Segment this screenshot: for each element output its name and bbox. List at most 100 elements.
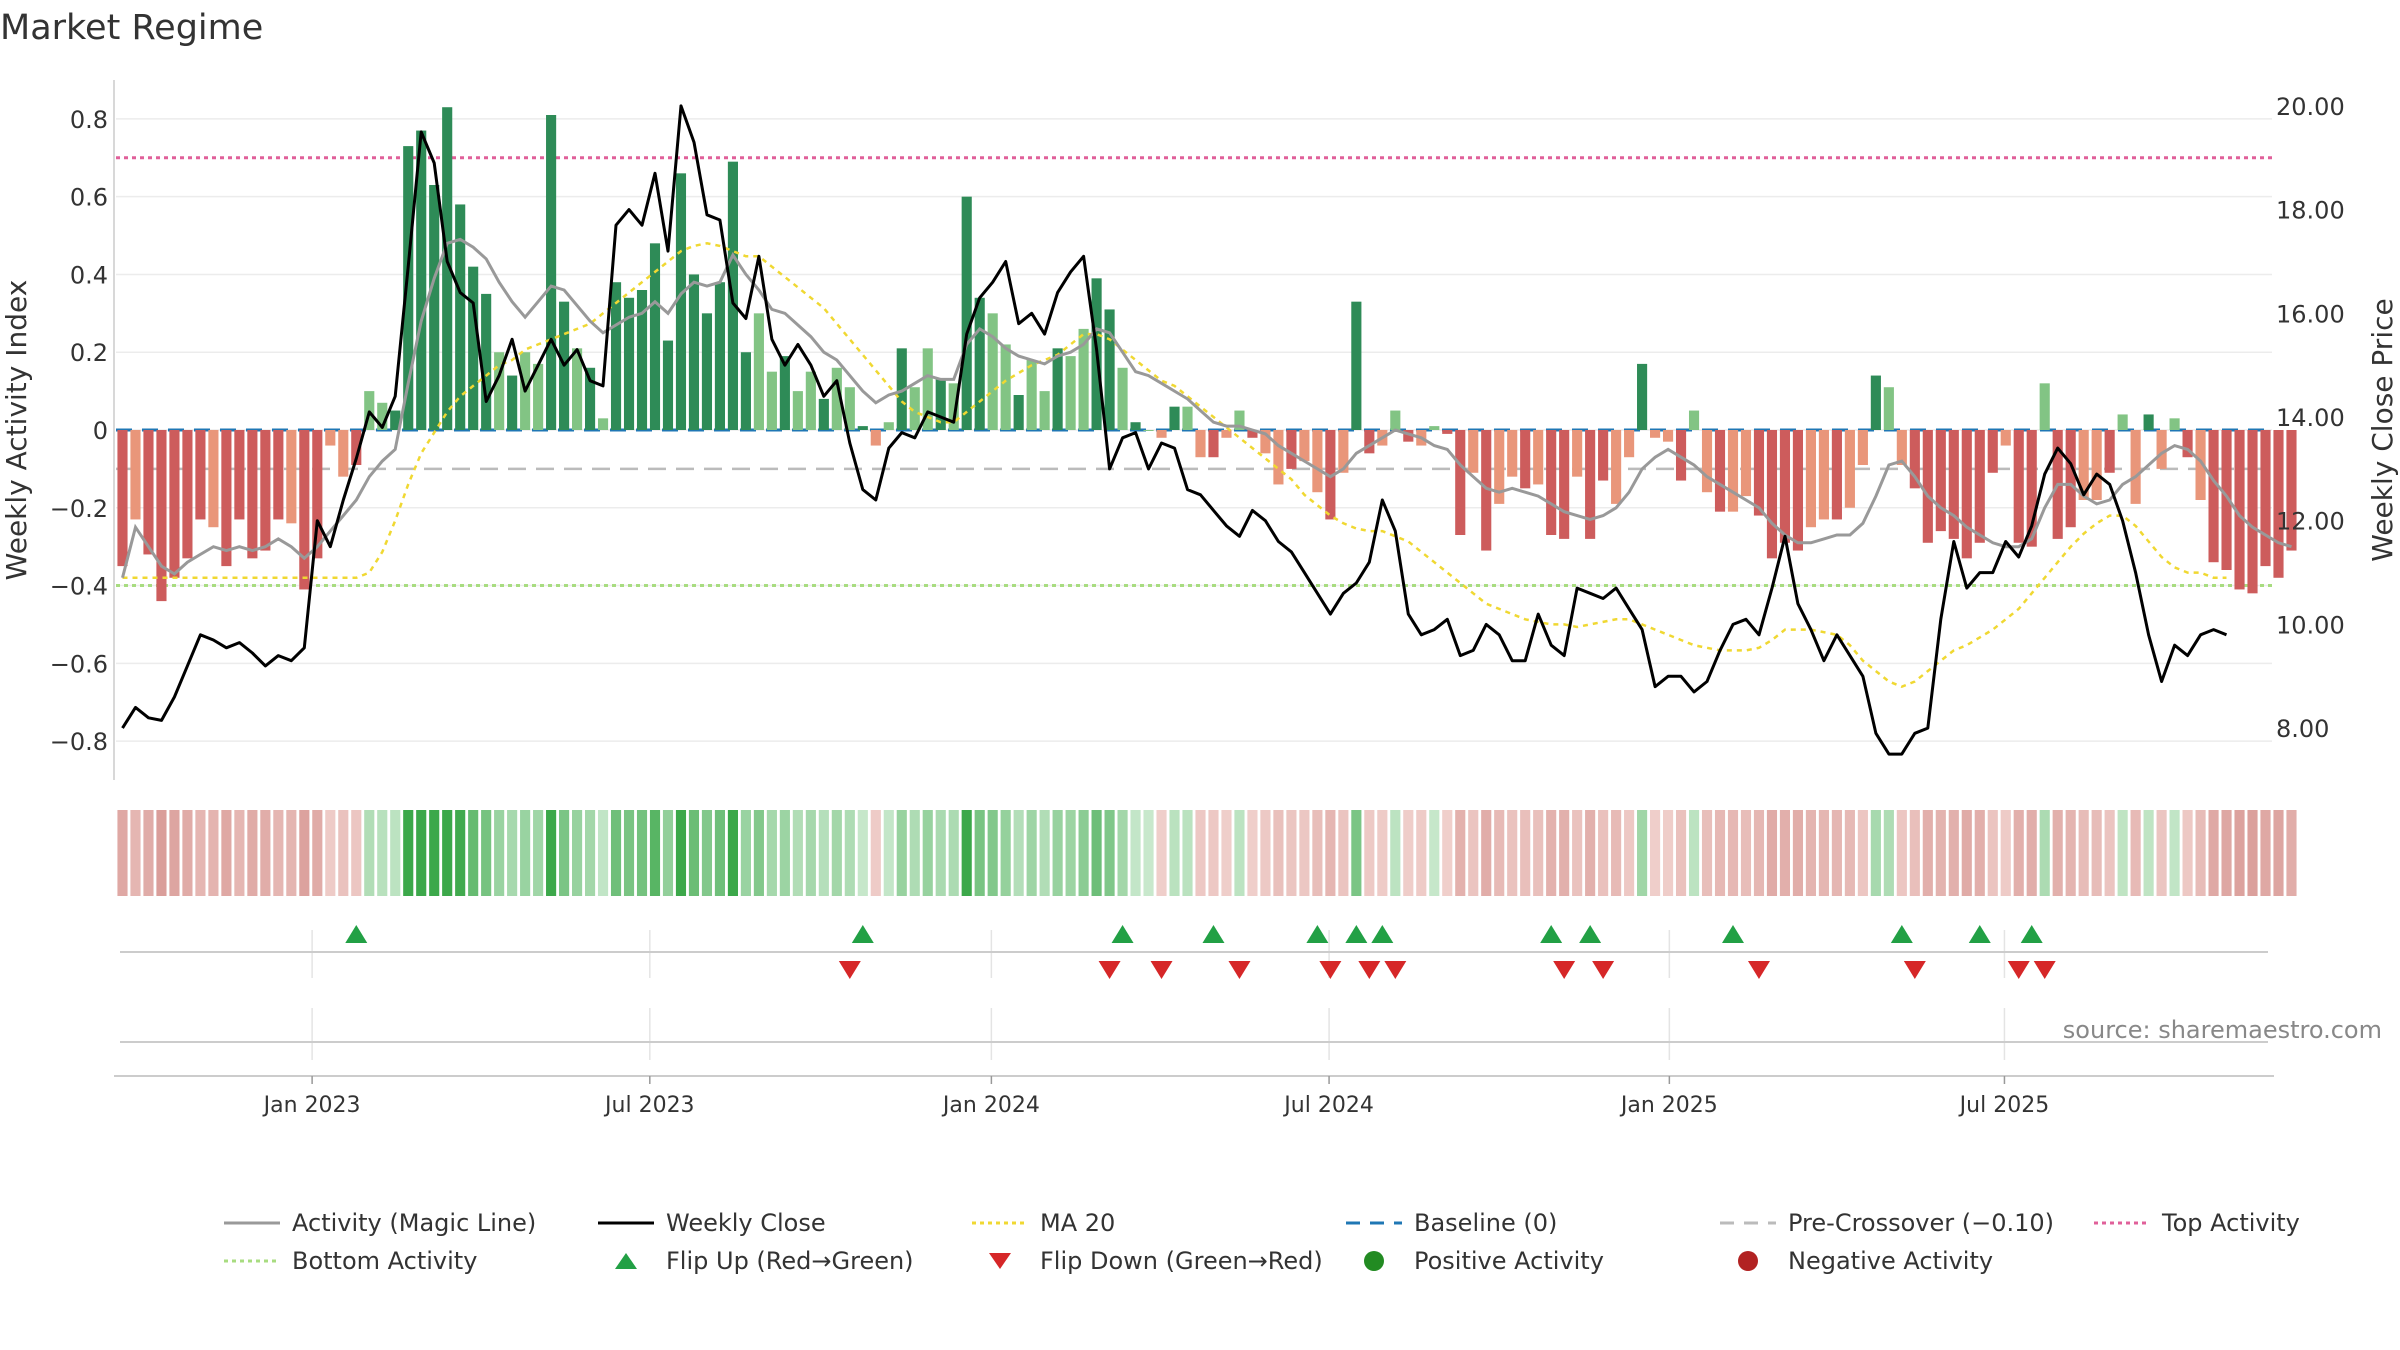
activity-bar — [597, 418, 609, 430]
activity-bar — [1169, 406, 1180, 430]
heat-cell — [416, 810, 427, 896]
legend-item: Negative Activity — [1716, 1242, 1993, 1280]
heat-cell — [1429, 810, 1440, 896]
activity-bar — [1779, 430, 1791, 543]
heat-cell — [1481, 810, 1492, 896]
heat-cell — [1494, 810, 1505, 896]
legend-label: Weekly Close — [666, 1209, 826, 1237]
heat-cell — [2286, 810, 2297, 896]
y-tick-label: −0.4 — [50, 573, 108, 601]
activity-bar — [1624, 430, 1635, 458]
legend-swatch — [2094, 1221, 2150, 1225]
heat-cell — [1325, 810, 1336, 896]
heat-cell — [234, 810, 245, 896]
activity-bar — [1792, 430, 1804, 551]
activity-bar — [442, 107, 453, 430]
activity-bar — [143, 430, 154, 555]
flip-up-marker — [1306, 925, 1329, 943]
heat-cell — [169, 810, 180, 896]
heat-cell — [1039, 810, 1050, 896]
flip-up-marker — [851, 925, 874, 943]
activity-bar — [1870, 375, 1881, 430]
heat-cell — [1312, 810, 1323, 896]
heat-cell — [2234, 810, 2245, 896]
activity-bar — [1701, 430, 1713, 493]
heat-cell — [1156, 810, 1167, 896]
activity-bar — [948, 383, 959, 430]
activity-bar — [1494, 430, 1505, 504]
heat-cell — [260, 810, 271, 896]
activity-bar — [2247, 430, 2258, 594]
activity-bar — [1559, 430, 1570, 539]
heat-cell — [1195, 810, 1206, 896]
legend-swatch — [224, 1259, 280, 1263]
activity-heat-strip — [117, 810, 2297, 896]
heat-cell — [546, 810, 557, 896]
heat-cell — [896, 810, 907, 896]
series-lines — [121, 104, 2292, 756]
heat-cell — [533, 810, 544, 896]
activity-bar — [2078, 430, 2089, 500]
activity-bar — [1286, 430, 1297, 469]
activity-bar — [494, 352, 505, 430]
heat-cell — [481, 810, 492, 896]
y2-tick-label: 12.00 — [2276, 508, 2345, 536]
heat-cell — [961, 810, 972, 896]
activity-bar — [1208, 430, 1219, 458]
heat-cell — [1000, 810, 1011, 896]
activity-bar — [857, 426, 868, 430]
legend-label: Activity (Magic Line) — [292, 1209, 537, 1237]
activity-bar — [1143, 430, 1154, 431]
activity-bar — [260, 430, 271, 551]
heat-cell — [130, 810, 141, 896]
activity-bar — [234, 430, 245, 520]
heat-cell — [2143, 810, 2154, 896]
activity-bar — [169, 430, 180, 578]
activity-bar — [338, 430, 349, 477]
heat-cell — [623, 810, 635, 896]
activity-bar — [1104, 309, 1115, 430]
heat-cell — [1948, 810, 1959, 896]
legend-swatch — [1346, 1221, 1402, 1225]
heat-cell — [1442, 810, 1453, 896]
heat-cell — [883, 810, 894, 896]
heat-cell — [1507, 810, 1518, 896]
activity-bar — [1338, 430, 1349, 473]
activity-bar — [1000, 344, 1011, 430]
activity-bar — [221, 430, 232, 567]
heat-cell — [299, 810, 310, 896]
activity-bar — [1247, 430, 1258, 438]
activity-bar — [403, 146, 414, 430]
flip-up-marker — [1202, 925, 1225, 943]
heat-cell — [208, 810, 219, 896]
heat-cell — [1390, 810, 1401, 896]
activity-bar — [1650, 430, 1661, 438]
heat-cell — [1883, 810, 1894, 896]
flip-down-marker — [2033, 961, 2056, 979]
heat-cell — [1740, 810, 1752, 896]
y2-axis-label: Weekly Close Price — [2366, 298, 2399, 561]
heat-cell — [948, 810, 959, 896]
legend-item: Flip Down (Green→Red) — [968, 1242, 1323, 1280]
activity-bar — [974, 297, 985, 430]
activity-bar — [1857, 430, 1868, 465]
activity-bar — [455, 204, 466, 430]
activity-bar — [1481, 430, 1492, 551]
flip-up-marker — [1371, 925, 1394, 943]
heat-cell — [636, 810, 648, 896]
activity-bar — [2273, 430, 2284, 578]
activity-bar — [1364, 430, 1375, 454]
y2-tick-label: 16.00 — [2276, 300, 2345, 328]
heat-cell — [351, 810, 362, 896]
x-tick-label: Jan 2024 — [941, 1093, 1040, 1118]
activity-bar — [2091, 430, 2102, 500]
heat-cell — [403, 810, 414, 896]
activity-bar — [1585, 430, 1596, 539]
activity-bar — [2104, 430, 2115, 473]
activity-bar — [1948, 430, 1959, 539]
activity-bar — [1922, 430, 1933, 543]
activity-bar — [584, 367, 596, 430]
x-tick-label: Jul 2023 — [603, 1093, 695, 1118]
legend-item: Top Activity — [2090, 1204, 2300, 1242]
heat-cell — [2013, 810, 2024, 896]
